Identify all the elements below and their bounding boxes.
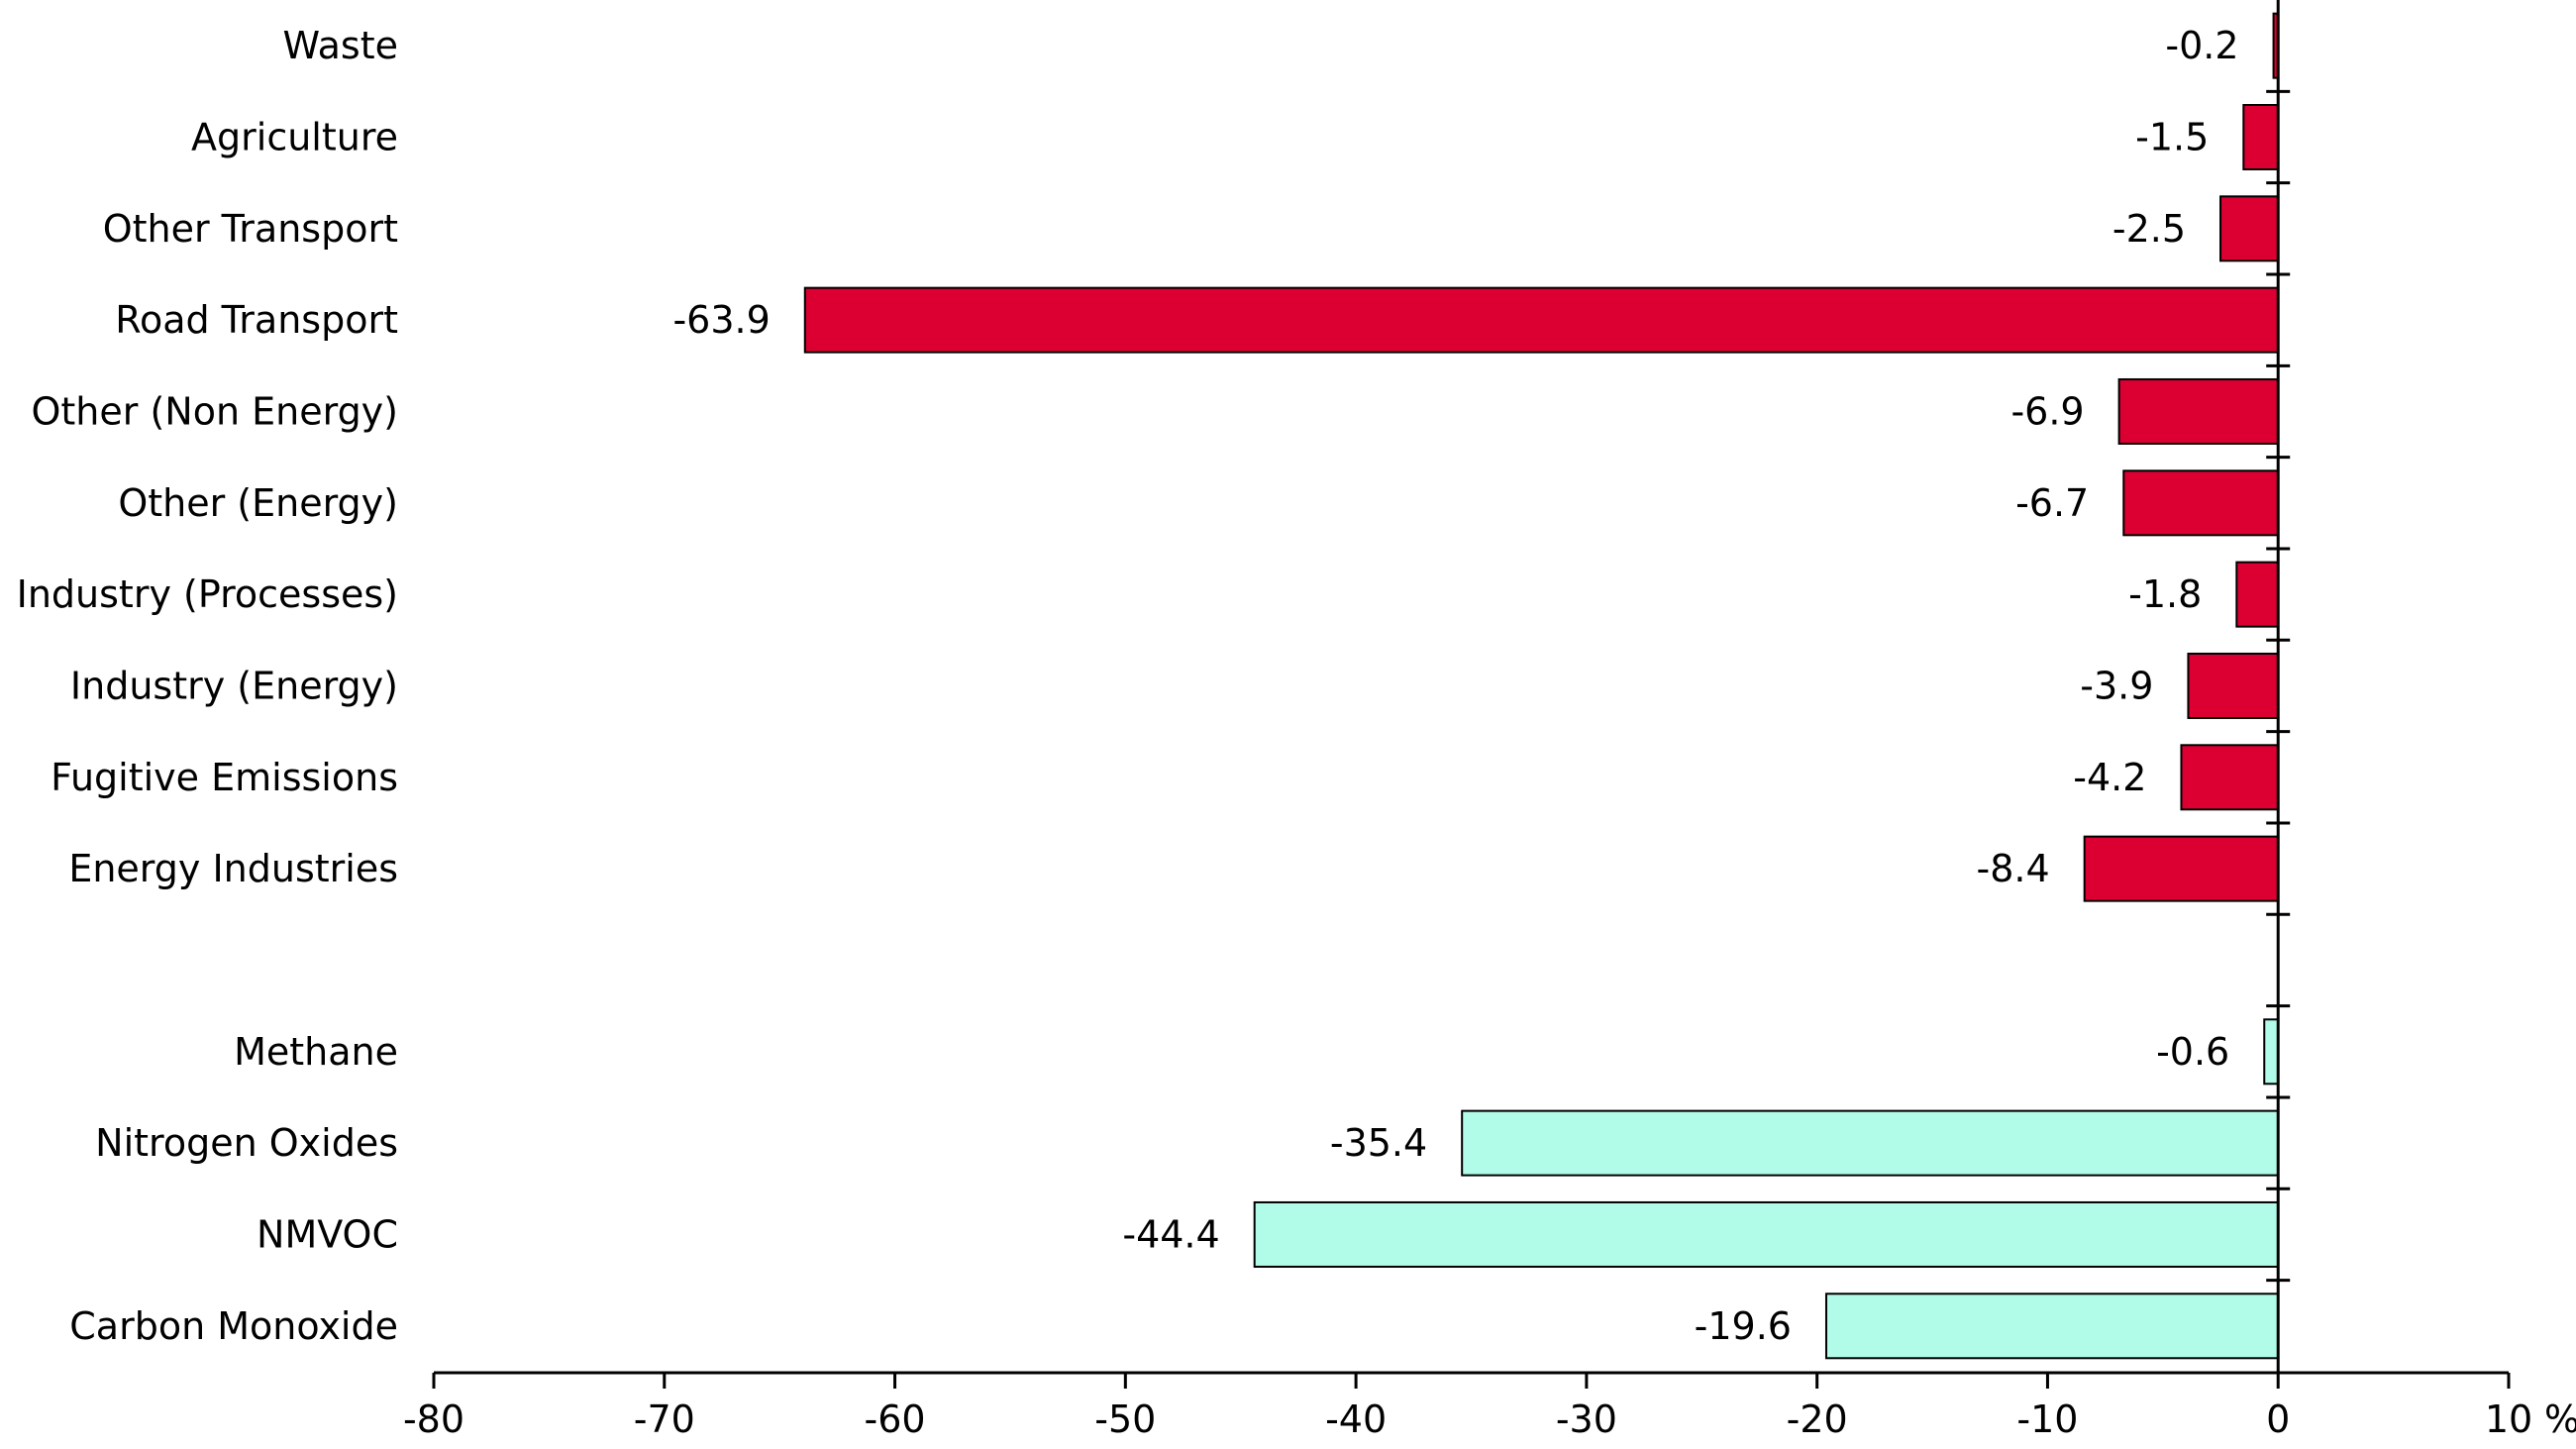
bar-other-non-energy [2117, 377, 2280, 445]
bar-other-energy [2122, 469, 2280, 537]
bar-energy-industries [2083, 835, 2280, 902]
bar-road-transport [803, 286, 2280, 354]
bars [803, 12, 2280, 1360]
data-label: -1.5 [2135, 115, 2209, 158]
x-tick-label: 0 [2266, 1397, 2290, 1441]
category-label: Waste [282, 24, 398, 67]
category-label: Industry (Processes) [17, 572, 398, 616]
x-tick-label: -40 [1325, 1397, 1387, 1441]
category-label: NMVOC [257, 1212, 398, 1256]
category-label: Carbon Monoxide [69, 1304, 398, 1348]
x-tick-label: -60 [865, 1397, 926, 1441]
bar-agriculture [2242, 103, 2280, 170]
data-label: -0.6 [2156, 1030, 2229, 1074]
data-label: -35.4 [1330, 1121, 1427, 1165]
data-label: -0.2 [2165, 24, 2238, 67]
bar-nmvoc [1253, 1200, 2280, 1268]
data-label: -63.9 [672, 298, 770, 342]
bar-industry-processes [2235, 561, 2280, 628]
x-tick-label: 10 [2485, 1397, 2532, 1441]
data-label: -4.2 [2073, 756, 2146, 799]
category-label: Other (Non Energy) [32, 389, 399, 433]
data-label: -2.5 [2112, 207, 2186, 251]
x-tick-label: -30 [1556, 1397, 1617, 1441]
category-label: Road Transport [115, 298, 398, 342]
category-labels: Waste Agriculture Other Transport Road Tran… [17, 24, 398, 1348]
category-label: Nitrogen Oxides [95, 1121, 398, 1165]
axes [434, 0, 2509, 1375]
data-label: -6.7 [2015, 481, 2089, 525]
category-label: Energy Industries [68, 847, 398, 890]
data-label: -44.4 [1122, 1212, 1219, 1256]
bar-other-transport [2219, 195, 2280, 262]
category-label: Other (Energy) [118, 481, 398, 525]
data-label: -19.6 [1695, 1304, 1792, 1348]
category-label: Other Transport [103, 207, 398, 251]
data-label: -3.9 [2080, 664, 2153, 707]
bar-carbon-monoxide [1824, 1293, 2280, 1360]
category-label: Industry (Energy) [70, 664, 398, 707]
x-axis-ticks: -80 -70 -60 -50 -40 -30 -20 -10 0 10 [403, 89, 2532, 1441]
x-tick-label: -10 [2016, 1397, 2078, 1441]
bar-industry-energy [2187, 652, 2280, 719]
data-label: -1.8 [2128, 572, 2202, 616]
x-tick-label: -50 [1094, 1397, 1156, 1441]
bar-fugitive-emissions [2180, 744, 2280, 811]
category-label: Agriculture [191, 115, 398, 158]
bar-methane [2263, 1018, 2280, 1086]
x-tick-label: -20 [1787, 1397, 1848, 1441]
category-label: Fugitive Emissions [51, 756, 398, 799]
x-tick-label: -80 [403, 1397, 464, 1441]
x-axis-unit-label: % [2544, 1397, 2576, 1441]
value-labels: -0.2 -1.5 -2.5 -63.9 -6.9 -6.7 -1.8 -3.9 -4.2 -8.… [672, 24, 2238, 1348]
data-label: -8.4 [1977, 847, 2050, 890]
data-label: -6.9 [2010, 389, 2084, 433]
bar-nitrogen-oxides [1461, 1109, 2280, 1177]
category-label: Methane [234, 1030, 398, 1074]
x-tick-label: -70 [634, 1397, 695, 1441]
